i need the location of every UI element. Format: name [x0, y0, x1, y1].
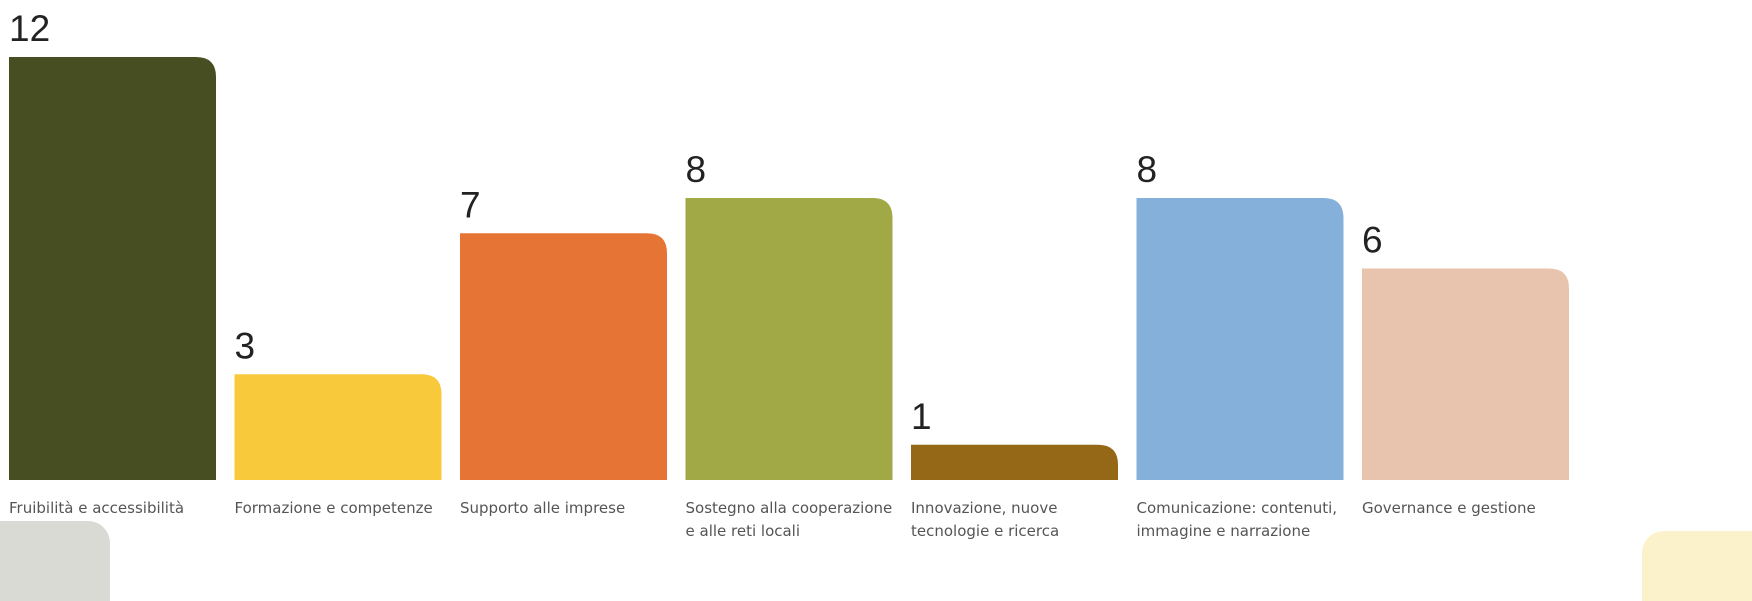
value-label-2: 3 [235, 325, 256, 366]
category-label-1: Fruibilità e accessibilità [9, 499, 184, 517]
category-label-3: Supporto alle imprese [460, 499, 625, 517]
bar-4 [685, 198, 893, 480]
value-label-4: 8 [686, 149, 707, 190]
category-label-7: Governance e gestione [1362, 499, 1536, 517]
bar-3 [460, 233, 667, 480]
category-label-6-line-1: Comunicazione: contenuti, [1137, 499, 1338, 517]
value-label-3: 7 [460, 184, 481, 225]
bar-5 [911, 444, 1118, 480]
category-label-4-line-2: e alle reti locali [686, 522, 801, 540]
bar-2 [234, 374, 442, 480]
category-label-5-line-2: tecnologie e ricerca [911, 522, 1059, 540]
value-label-5: 1 [911, 396, 932, 437]
bar-6 [1136, 198, 1344, 480]
category-label-6-line-2: immagine e narrazione [1137, 522, 1311, 540]
bar-7 [1362, 268, 1569, 480]
value-label-6: 8 [1137, 149, 1158, 190]
value-label-7: 6 [1362, 220, 1383, 261]
category-label-4-line-1: Sostegno alla cooperazione [686, 499, 893, 517]
value-label-1: 12 [9, 8, 50, 49]
category-label-5-line-1: Innovazione, nuove [911, 499, 1057, 517]
decorative-corner-shape-right [1642, 531, 1752, 601]
decorative-corner-shape-left [0, 521, 110, 601]
category-label-2: Formazione e competenze [235, 499, 433, 517]
bar-1 [9, 57, 216, 480]
